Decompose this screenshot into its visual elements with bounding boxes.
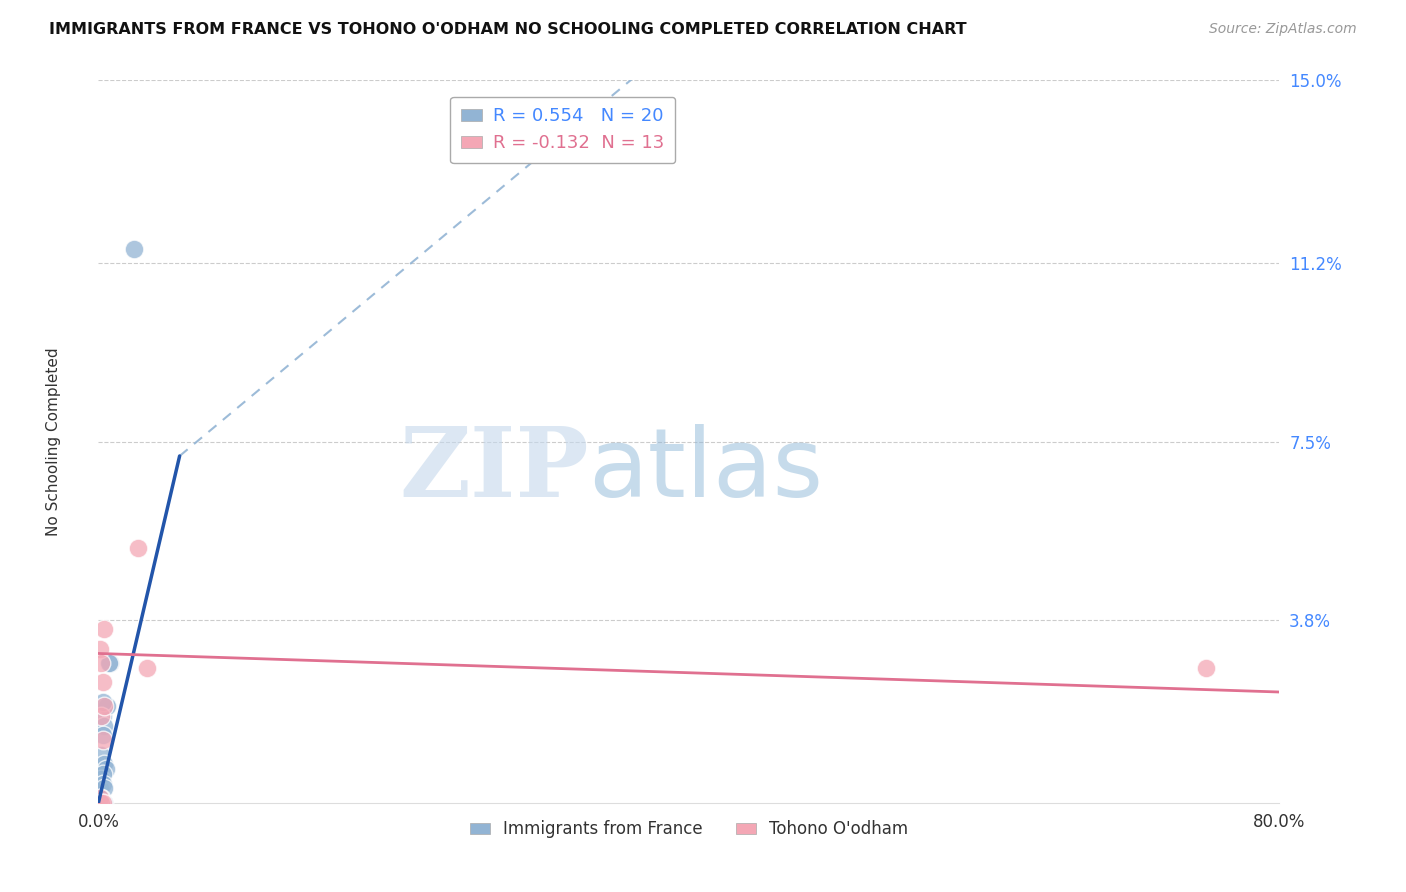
Point — [89, 796, 111, 810]
Point — [94, 762, 117, 776]
Point — [98, 656, 121, 670]
Point — [91, 695, 114, 709]
Text: No Schooling Completed: No Schooling Completed — [46, 347, 60, 536]
Text: atlas: atlas — [589, 424, 824, 517]
Point — [93, 757, 115, 772]
Point — [91, 796, 114, 810]
Point — [91, 709, 114, 723]
Point — [93, 781, 115, 796]
Point — [89, 641, 111, 656]
Point — [96, 699, 118, 714]
Point — [89, 791, 111, 805]
Text: Source: ZipAtlas.com: Source: ZipAtlas.com — [1209, 22, 1357, 37]
Point — [90, 747, 112, 762]
Point — [122, 242, 145, 256]
Text: ZIP: ZIP — [399, 424, 589, 517]
Point — [136, 661, 159, 675]
Point — [91, 675, 114, 690]
Point — [97, 656, 120, 670]
Point — [90, 796, 112, 810]
Point — [93, 719, 115, 733]
Point — [90, 772, 112, 786]
Point — [94, 699, 117, 714]
Legend: Immigrants from France, Tohono O'odham: Immigrants from France, Tohono O'odham — [463, 814, 915, 845]
Point — [127, 541, 149, 555]
Point — [90, 709, 112, 723]
Point — [93, 699, 115, 714]
Point — [89, 781, 111, 796]
Point — [90, 791, 112, 805]
Point — [91, 733, 114, 747]
Point — [91, 776, 114, 790]
Text: IMMIGRANTS FROM FRANCE VS TOHONO O'ODHAM NO SCHOOLING COMPLETED CORRELATION CHAR: IMMIGRANTS FROM FRANCE VS TOHONO O'ODHAM… — [49, 22, 967, 37]
Point — [93, 623, 115, 637]
Point — [1195, 661, 1218, 675]
Point — [93, 796, 115, 810]
Point — [90, 656, 112, 670]
Point — [91, 767, 114, 781]
Point — [91, 728, 114, 742]
